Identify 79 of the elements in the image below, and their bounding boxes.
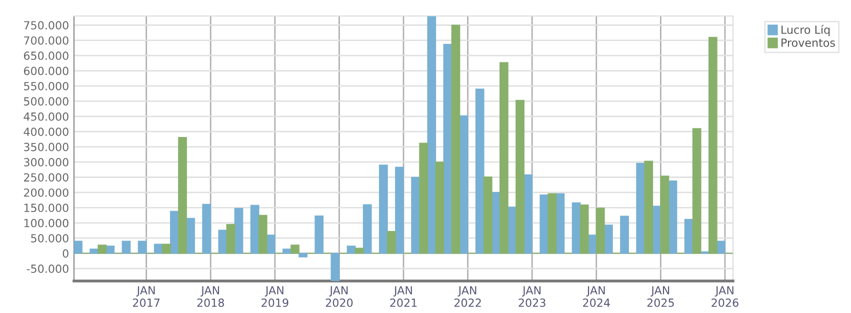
bar — [202, 204, 212, 254]
bar — [451, 24, 460, 254]
bar — [604, 224, 613, 254]
y-tick-label: 450.000 — [24, 112, 68, 121]
bar — [596, 208, 605, 254]
x-tick-label: JAN 2025 — [647, 286, 674, 307]
bar — [138, 240, 147, 254]
bar — [644, 160, 654, 254]
bar — [556, 193, 565, 254]
bar — [419, 142, 428, 254]
x-tick-label: JAN 2021 — [390, 286, 417, 307]
y-tick-label: 650.000 — [24, 52, 68, 60]
y-tick-label: 600.000 — [24, 66, 68, 76]
bar — [266, 234, 276, 254]
bar — [548, 193, 557, 254]
bar — [572, 202, 581, 254]
bar — [298, 252, 308, 258]
bar — [636, 162, 646, 254]
bar — [354, 248, 364, 254]
bar — [378, 164, 388, 254]
bar — [387, 230, 396, 254]
bar — [580, 204, 589, 254]
bar — [346, 246, 356, 254]
y-tick-label: 100.000 — [24, 218, 68, 228]
bar — [668, 180, 678, 254]
y-tick-label: 350.000 — [24, 142, 68, 152]
bar — [459, 115, 468, 254]
y-tick-label: 0 — [62, 249, 68, 258]
x-tick-label: JAN 2022 — [454, 286, 481, 307]
bar — [524, 174, 533, 254]
bar — [250, 204, 260, 254]
bar — [483, 176, 492, 254]
bar — [74, 240, 82, 254]
x-tick-label: JAN 2024 — [583, 286, 610, 307]
bar — [411, 176, 420, 254]
bar — [660, 176, 670, 254]
bar — [708, 36, 718, 254]
bar — [330, 252, 340, 281]
x-tick-label: JAN 2026 — [712, 286, 738, 307]
bar — [692, 128, 702, 254]
bar — [395, 166, 404, 254]
y-tick-label: 150.000 — [24, 204, 68, 212]
bar — [540, 194, 549, 254]
bar — [427, 16, 436, 254]
bar — [178, 136, 187, 254]
y-tick-label: 750.000 — [24, 21, 68, 30]
x-tick-label: JAN 2020 — [326, 286, 353, 307]
bar — [258, 214, 268, 254]
y-tick-label: 550.000 — [24, 82, 68, 90]
bar — [475, 88, 484, 254]
y-tick-label: 200.000 — [24, 188, 68, 197]
y-tick-label: 300.000 — [24, 158, 68, 166]
y-tick-label: 250.000 — [24, 173, 68, 182]
x-tick-label: JAN 2017 — [133, 286, 160, 307]
legend-label: Proventos — [782, 38, 835, 47]
bar — [362, 204, 372, 254]
legend-label: Lucro Líq — [782, 24, 830, 36]
bar — [314, 215, 324, 254]
bar — [516, 100, 524, 254]
bar — [98, 244, 107, 254]
bar — [234, 208, 244, 254]
y-tick-label: -50.000 — [26, 264, 68, 273]
y-tick-label: 700.000 — [24, 36, 68, 45]
bar — [620, 216, 629, 254]
bar — [290, 244, 300, 254]
bar — [218, 230, 228, 254]
bar — [500, 62, 508, 254]
bar — [186, 218, 195, 254]
x-tick-label: JAN 2019 — [262, 286, 288, 307]
bar — [435, 162, 444, 254]
bar — [122, 240, 131, 254]
y-tick-label: 500.000 — [24, 97, 68, 106]
bar — [226, 224, 236, 254]
x-tick-label: JAN 2023 — [518, 286, 546, 307]
x-tick-label: JAN 2018 — [197, 286, 224, 307]
bar — [716, 240, 726, 254]
y-tick-label: 50.000 — [31, 234, 68, 242]
y-tick-label: 400.000 — [24, 128, 68, 136]
bar — [162, 244, 171, 254]
